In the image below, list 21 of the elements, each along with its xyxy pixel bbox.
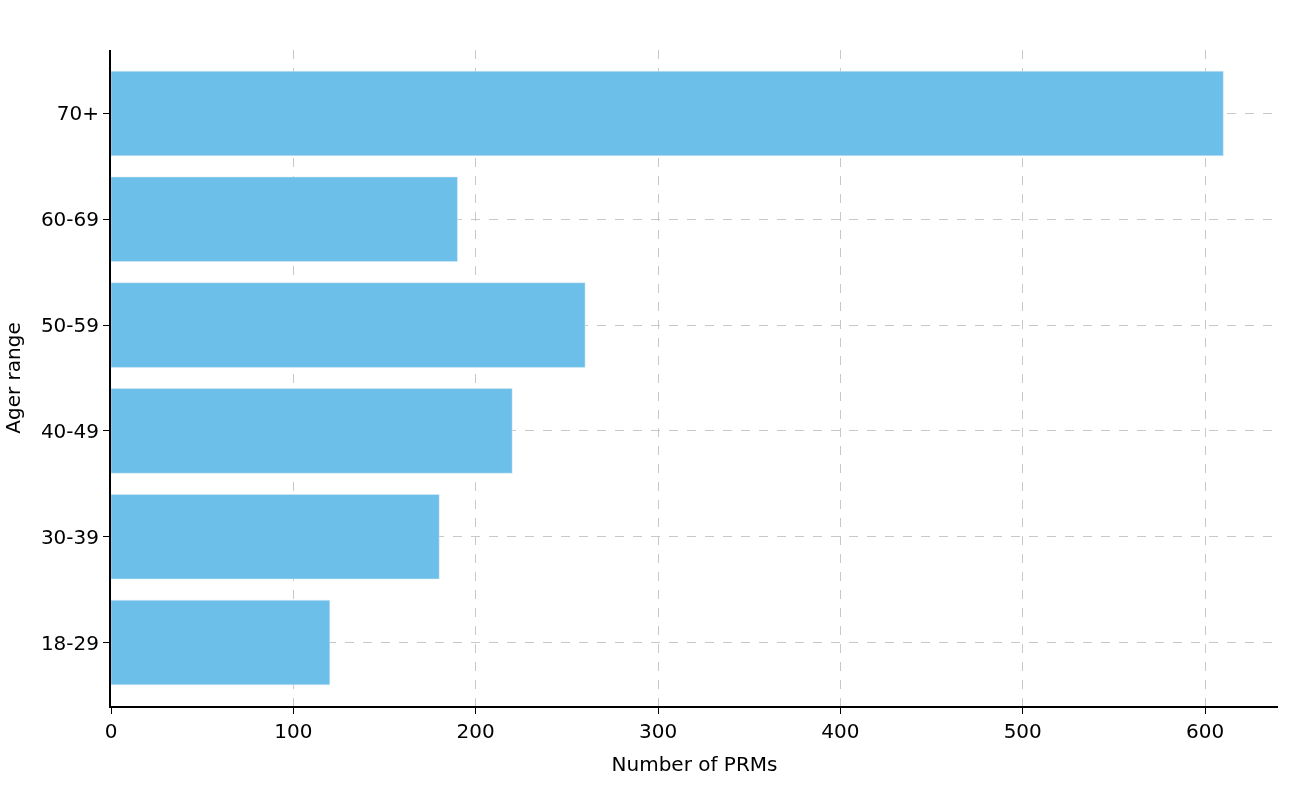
x-tick-label: 600 bbox=[1185, 719, 1225, 743]
x-tick-label: 0 bbox=[104, 719, 118, 743]
y-tick-label: 70+ bbox=[56, 101, 99, 126]
bar bbox=[111, 176, 458, 262]
bar bbox=[111, 494, 440, 580]
bar bbox=[111, 282, 586, 368]
x-tick-label: 200 bbox=[456, 719, 495, 743]
y-axis-title: Ager range bbox=[0, 322, 25, 434]
y-tick-label: 40-49 bbox=[40, 418, 99, 443]
x-tick-label: 100 bbox=[274, 719, 313, 743]
x-tick-label: 500 bbox=[1003, 719, 1042, 743]
y-tick-label: 18-29 bbox=[40, 630, 99, 655]
x-tick-label: 300 bbox=[638, 719, 678, 743]
y-tick-label: 60-69 bbox=[40, 207, 99, 232]
y-tick-label: 50-59 bbox=[40, 313, 99, 338]
bar bbox=[111, 599, 331, 686]
y-tick-label: 30-39 bbox=[40, 524, 99, 549]
x-tick-label: 400 bbox=[821, 719, 860, 743]
x-axis-title: Number of PRMs bbox=[611, 752, 778, 776]
bar bbox=[111, 70, 1224, 157]
bar bbox=[111, 388, 513, 474]
